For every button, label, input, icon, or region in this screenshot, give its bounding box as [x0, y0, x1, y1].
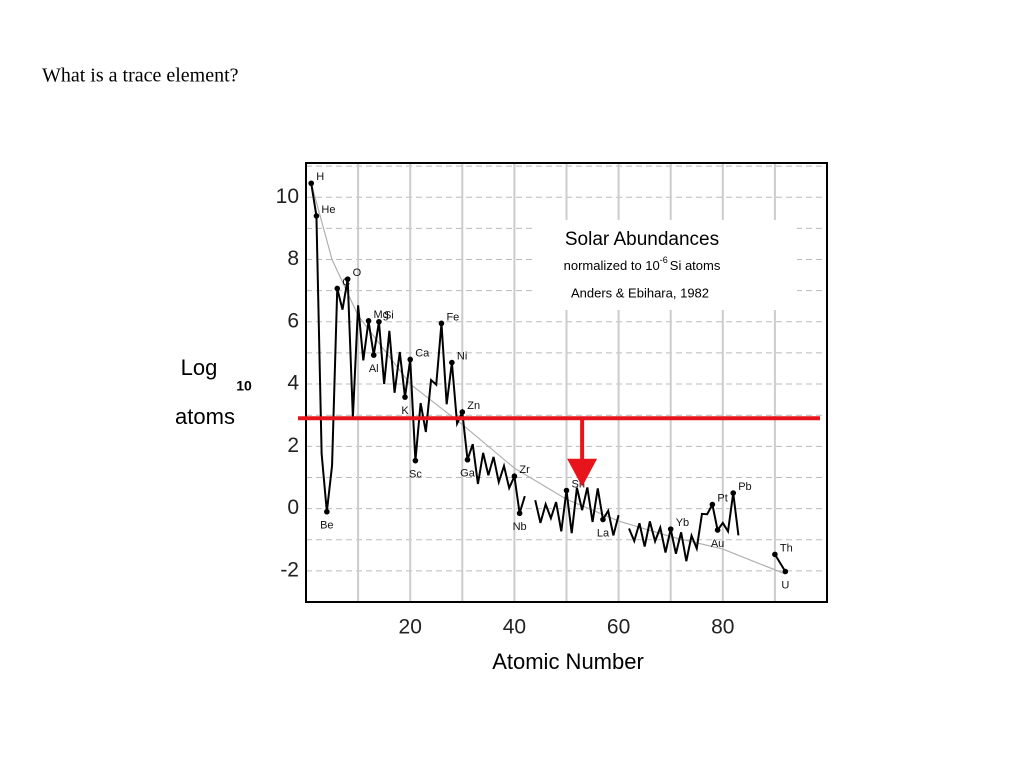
point-label: Si [384, 310, 394, 322]
subtitle-prefix: normalized to 10 [564, 258, 660, 273]
labeled-point [324, 508, 330, 515]
point-label: Pb [738, 481, 751, 493]
labeled-point [563, 487, 570, 494]
point-label: U [781, 579, 789, 591]
labeled-point [308, 180, 315, 187]
labeled-point [376, 318, 382, 325]
point-label: Th [780, 542, 793, 554]
point-label: La [597, 527, 610, 539]
point-label: Au [711, 538, 724, 550]
point-label: Zn [467, 400, 480, 412]
y-tick-label: 4 [287, 372, 299, 395]
y-tick-label: 10 [276, 185, 299, 208]
point-label: Ca [415, 347, 430, 359]
plot-frame [305, 162, 828, 603]
labeled-point [412, 457, 419, 464]
point-label: Ga [460, 468, 476, 480]
labeled-point [313, 213, 320, 219]
point-label: Sc [409, 469, 422, 481]
data-line [310, 183, 787, 573]
y-tick-label: 8 [287, 247, 299, 270]
y-axis-label-sub: 10 [236, 378, 252, 394]
labeled-point [709, 501, 716, 508]
point-label: Zr [519, 464, 530, 476]
x-axis-label: Atomic Number [492, 649, 644, 674]
subtitle-suffix: Si atoms [670, 258, 721, 273]
slide-title: What is a trace element? [42, 65, 239, 87]
y-tick-label: -2 [280, 558, 299, 581]
y-tick-label: 2 [287, 434, 299, 457]
point-label: K [401, 405, 409, 417]
labeled-point [511, 473, 518, 480]
trend-line [310, 183, 786, 575]
y-axis-label: Log [181, 355, 218, 380]
point-label: Pt [717, 492, 727, 504]
labeled-point [438, 320, 445, 327]
x-tick-label: 20 [399, 616, 422, 639]
labeled-point [772, 551, 778, 558]
labeled-point [782, 568, 789, 575]
arrow-head [567, 458, 598, 487]
labeled-point [730, 490, 737, 496]
labeled-point [407, 356, 414, 363]
labeled-point [365, 318, 372, 324]
labeled-point [516, 510, 523, 517]
point-label: Be [320, 520, 333, 532]
labeled-point [334, 285, 341, 292]
labeled-point [449, 359, 455, 366]
labeled-point [344, 276, 351, 282]
point-label: H [316, 171, 324, 183]
point-label: C [342, 276, 350, 288]
labeled-point [667, 526, 674, 532]
chart-title: Solar Abundances [565, 229, 719, 250]
x-tick-label: 40 [503, 616, 526, 639]
point-label: Nb [513, 521, 527, 533]
labeled-point [464, 456, 471, 463]
subtitle-sup: -6 [660, 255, 668, 265]
y-tick-label: 0 [287, 496, 299, 519]
labeled-point [402, 394, 408, 400]
labeled-point [459, 409, 466, 415]
point-label: He [321, 204, 335, 216]
y-axis-label: atoms [175, 404, 235, 429]
x-tick-label: 60 [607, 616, 630, 639]
chart-subtitle: normalized to 10-6 Si atoms [564, 255, 721, 273]
point-label: Al [369, 363, 379, 375]
x-tick-label: 80 [711, 616, 734, 639]
point-label: Mg [374, 309, 389, 321]
y-tick-label: 6 [287, 309, 299, 332]
point-label: Fe [446, 311, 459, 323]
point-label: Ni [457, 350, 467, 362]
legend-box [535, 220, 797, 310]
point-label: Yb [676, 517, 689, 529]
point-label: O [353, 267, 362, 279]
chart-credit: Anders & Ebihara, 1982 [571, 285, 709, 300]
labeled-point [600, 516, 606, 523]
labeled-point [370, 352, 377, 358]
labeled-point [714, 527, 721, 533]
